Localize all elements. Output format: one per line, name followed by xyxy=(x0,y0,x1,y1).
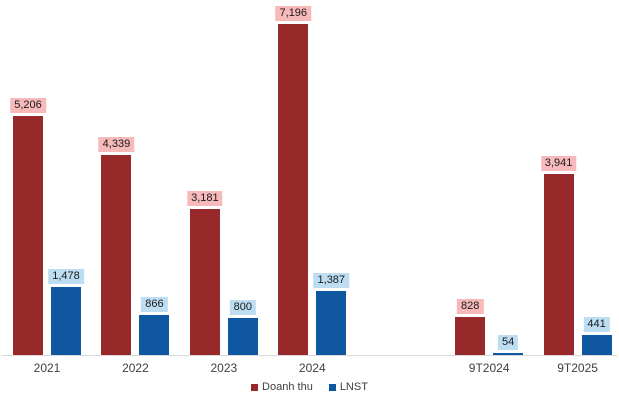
legend-item-doanh-thu: Doanh thu xyxy=(251,381,313,393)
x-axis-label-9t2024: 9T2024 xyxy=(468,361,510,375)
bar-doanh-thu-9t2024 xyxy=(455,317,486,355)
value-label-doanh-thu-9t2025: 3,941 xyxy=(540,156,577,171)
bar-doanh-thu-9t2025 xyxy=(543,174,574,355)
legend-label-lnst: LNST xyxy=(339,381,368,393)
bar-doanh-thu-2023 xyxy=(189,209,220,355)
value-label-lnst-2021: 1,478 xyxy=(48,269,84,284)
value-label-lnst-9t2024: 54 xyxy=(498,335,519,350)
x-axis-label-2024: 2024 xyxy=(298,361,326,375)
value-label-doanh-thu-2024: 7,196 xyxy=(275,6,312,21)
legend-swatch-doanh-thu xyxy=(251,383,259,391)
value-label-lnst-9t2025: 441 xyxy=(583,317,610,332)
x-axis-label-2023: 2023 xyxy=(210,361,238,375)
legend-label-doanh-thu: Doanh thu xyxy=(262,381,313,393)
bar-doanh-thu-2021 xyxy=(13,116,43,355)
x-axis-label-9t2025: 9T2025 xyxy=(557,361,598,375)
bar-doanh-thu-2022 xyxy=(101,155,132,355)
value-label-doanh-thu-2021: 5,206 xyxy=(10,98,46,113)
x-axis-label-2022: 2022 xyxy=(122,361,149,375)
legend: Doanh thu LNST xyxy=(0,381,619,393)
bar-lnst-2022 xyxy=(139,315,170,355)
value-label-lnst-2024: 1,387 xyxy=(313,273,350,288)
value-label-doanh-thu-2022: 4,339 xyxy=(98,137,135,152)
bar-lnst-9t2025 xyxy=(581,335,612,355)
bar-lnst-2021 xyxy=(51,287,81,355)
value-label-doanh-thu-2023: 3,181 xyxy=(187,191,223,206)
value-label-lnst-2022: 866 xyxy=(141,297,168,312)
bar-lnst-2024 xyxy=(316,291,347,355)
bar-lnst-9t2024 xyxy=(493,353,524,355)
legend-item-lnst: LNST xyxy=(328,381,368,393)
value-label-doanh-thu-9t2024: 828 xyxy=(456,299,484,314)
x-axis-label-2021: 2021 xyxy=(33,361,61,375)
x-axis-line xyxy=(2,355,617,356)
bar-lnst-2023 xyxy=(227,318,258,355)
legend-swatch-lnst xyxy=(328,383,336,391)
value-label-lnst-2023: 800 xyxy=(229,300,257,315)
bar-doanh-thu-2024 xyxy=(278,24,309,355)
